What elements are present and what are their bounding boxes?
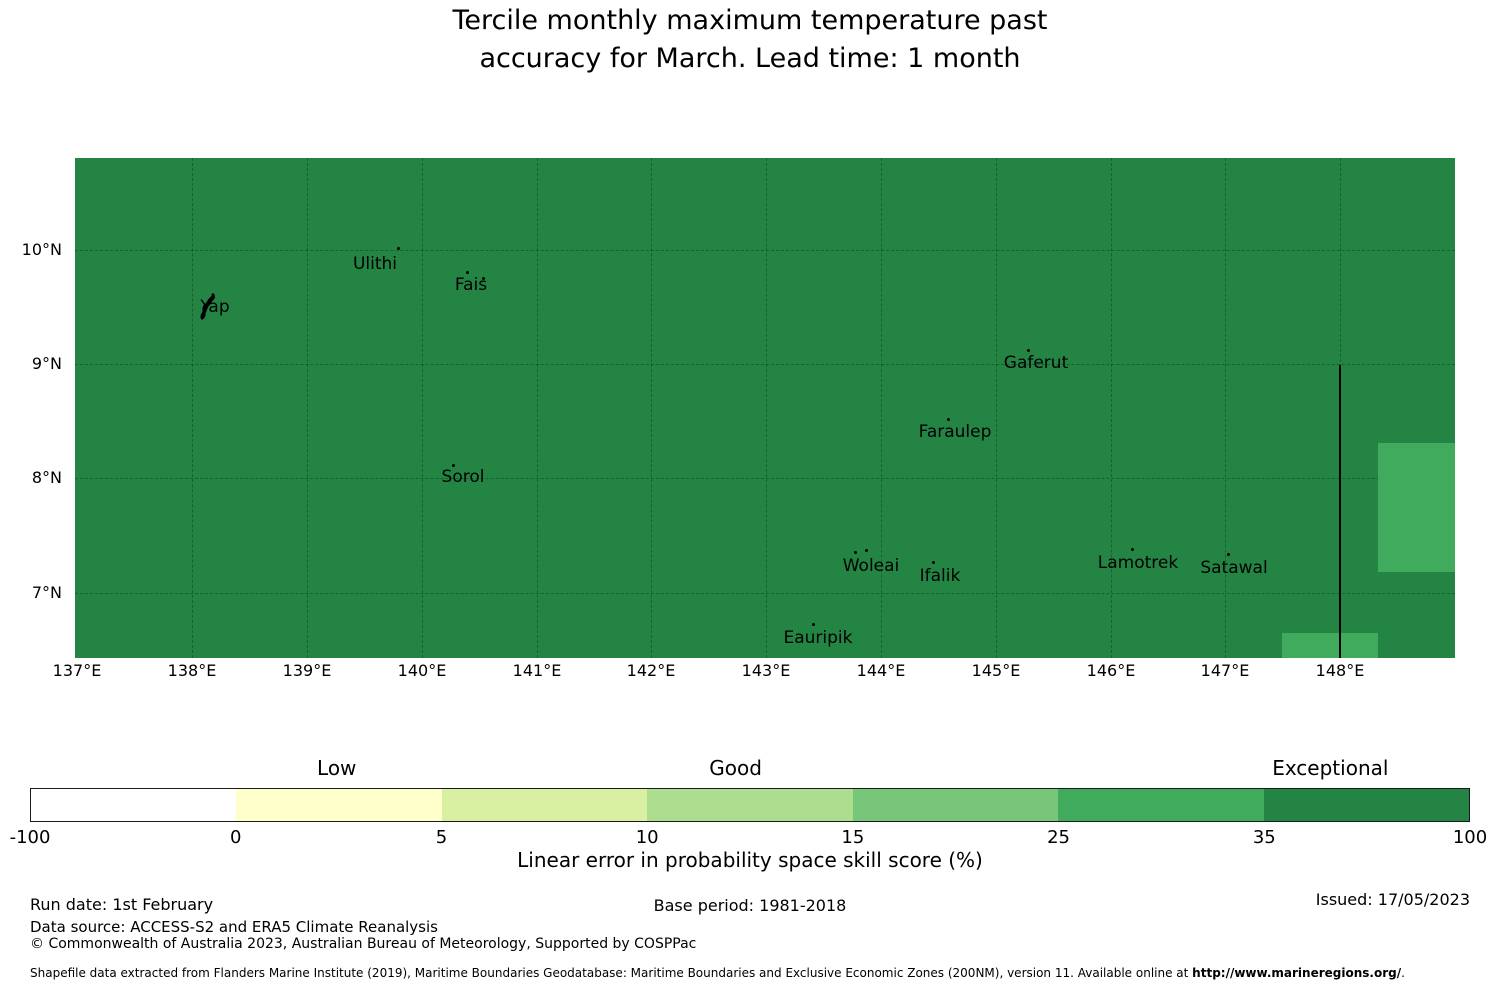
island-label-ifalik: Ifalik [919, 566, 961, 586]
island-label-faraulep: Faraulep [918, 422, 992, 442]
colorbar-segment [441, 789, 648, 821]
parallel-gridline [75, 250, 1455, 251]
island-label-sorol: Sorol [441, 467, 485, 487]
colorbar-segment [852, 789, 1059, 821]
island-marker-dot [1027, 349, 1030, 352]
y-tick-label: 9°N [31, 354, 62, 373]
colorbar-tick-label: 35 [1252, 827, 1276, 848]
y-tick-label: 10°N [21, 240, 62, 259]
colorbar-segment [236, 789, 442, 821]
x-tick-label: 138°E [167, 661, 217, 680]
y-axis-ticks: 10°N 9°N 8°N 7°N [0, 158, 62, 658]
footer-run-date: Run date: 1st February [30, 895, 214, 914]
footer-base-period: Base period: 1981-2018 [653, 896, 847, 915]
meridian-gridline [1225, 158, 1226, 658]
colorbar-category-label: Good [709, 756, 762, 780]
colorbar-category-label: Exceptional [1272, 756, 1389, 780]
island-label-yap: Yap [200, 297, 230, 317]
colorbar-tick-label: -100 [9, 827, 51, 848]
y-tick-label: 8°N [31, 468, 62, 487]
island-marker-dot [397, 247, 400, 250]
meridian-gridline [881, 158, 882, 658]
island-marker-dot [1227, 553, 1230, 556]
colorbar-axis-label: Linear error in probability space skill … [517, 848, 983, 872]
parallel-gridline [75, 478, 1455, 479]
x-tick-label: 141°E [512, 661, 562, 680]
footer-copyright: © Commonwealth of Australia 2023, Austra… [30, 936, 697, 952]
x-tick-label: 142°E [626, 661, 676, 680]
colorbar-tick-label: 15 [841, 827, 865, 848]
meridian-gridline [307, 158, 308, 658]
eez-boundary-line [1339, 365, 1341, 658]
x-tick-label: 137°E [52, 661, 102, 680]
island-label-lamotrek: Lamotrek [1097, 553, 1179, 573]
colorbar-segment [31, 789, 237, 821]
colorbar-category-label: Low [317, 756, 357, 780]
x-tick-label: 144°E [856, 661, 906, 680]
meridian-gridline [651, 158, 652, 658]
island-marker-dot [482, 277, 485, 280]
colorbar-segment [1263, 789, 1469, 821]
island-marker-dot [466, 271, 469, 274]
island-marker-dot [1131, 548, 1134, 551]
footer-shapefile-note: Shapefile data extracted from Flanders M… [30, 966, 1405, 980]
island-label-ulithi: Ulithi [352, 254, 398, 274]
island-marker-dot [865, 549, 868, 552]
island-label-eauripik: Eauripik [783, 628, 853, 648]
island-marker-dot [932, 561, 935, 564]
x-axis-ticks: 137°E 138°E 139°E 140°E 141°E 142°E 143°E 144°E… [53, 661, 1455, 687]
skill-patch-south [1282, 633, 1378, 658]
x-tick-label: 146°E [1086, 661, 1136, 680]
meridian-gridline [422, 158, 423, 658]
x-tick-label: 148°E [1315, 661, 1365, 680]
island-marker-dot [812, 623, 815, 626]
colorbar-tick-label: 25 [1047, 827, 1071, 848]
meridian-gridline [537, 158, 538, 658]
island-label-satawal: Satawal [1200, 558, 1268, 578]
meridian-gridline [192, 158, 193, 658]
figure-title: Tercile monthly maximum temperature past… [452, 5, 1048, 74]
island-marker-dot [947, 418, 950, 421]
skill-patch-east [1378, 443, 1455, 572]
x-tick-label: 140°E [397, 661, 447, 680]
colorbar-segment [1058, 789, 1264, 821]
shapefile-note-text: Shapefile data extracted from Flanders M… [30, 966, 1193, 980]
shapefile-note-url: http://www.marineregions.org/ [1192, 966, 1402, 980]
x-tick-label: 147°E [1200, 661, 1250, 680]
meridian-gridline [766, 158, 767, 658]
y-tick-label: 7°N [31, 583, 62, 602]
colorbar-tick-labels: -100 0 5 10 15 25 35 100 [10, 827, 1488, 849]
colorbar-tick-label: 100 [1452, 827, 1488, 848]
island-label-gaferut: Gaferut [1003, 353, 1069, 373]
colorbar-tick-label: 5 [435, 827, 448, 848]
colorbar-segment [647, 789, 853, 821]
footer-issued-date: Issued: 17/05/2023 [1315, 890, 1470, 909]
parallel-gridline [75, 593, 1455, 594]
x-tick-label: 143°E [741, 661, 791, 680]
island-marker-dot [452, 464, 455, 467]
x-tick-label: 139°E [282, 661, 332, 680]
yap-island-shape [196, 291, 218, 323]
shapefile-note-suffix: . [1401, 966, 1405, 980]
island-label-woleai: Woleai [842, 556, 900, 576]
x-tick-label: 145°E [971, 661, 1021, 680]
colorbar-tick-label: 0 [229, 827, 242, 848]
meridian-gridline [1111, 158, 1112, 658]
island-label-fais: Fais [454, 275, 488, 295]
colorbar-categories: Low Good Exceptional [30, 756, 1470, 784]
map-canvas: Yap Ulithi Fais Sorol Gaferut Faraulep Woleai I… [75, 158, 1455, 658]
parallel-gridline [75, 364, 1455, 365]
footer-data-source: Data source: ACCESS-S2 and ERA5 Climate … [30, 918, 438, 936]
colorbar-tick-label: 10 [635, 827, 659, 848]
meridian-gridline [996, 158, 997, 658]
island-marker-dot [854, 551, 857, 554]
colorbar [30, 788, 1470, 822]
